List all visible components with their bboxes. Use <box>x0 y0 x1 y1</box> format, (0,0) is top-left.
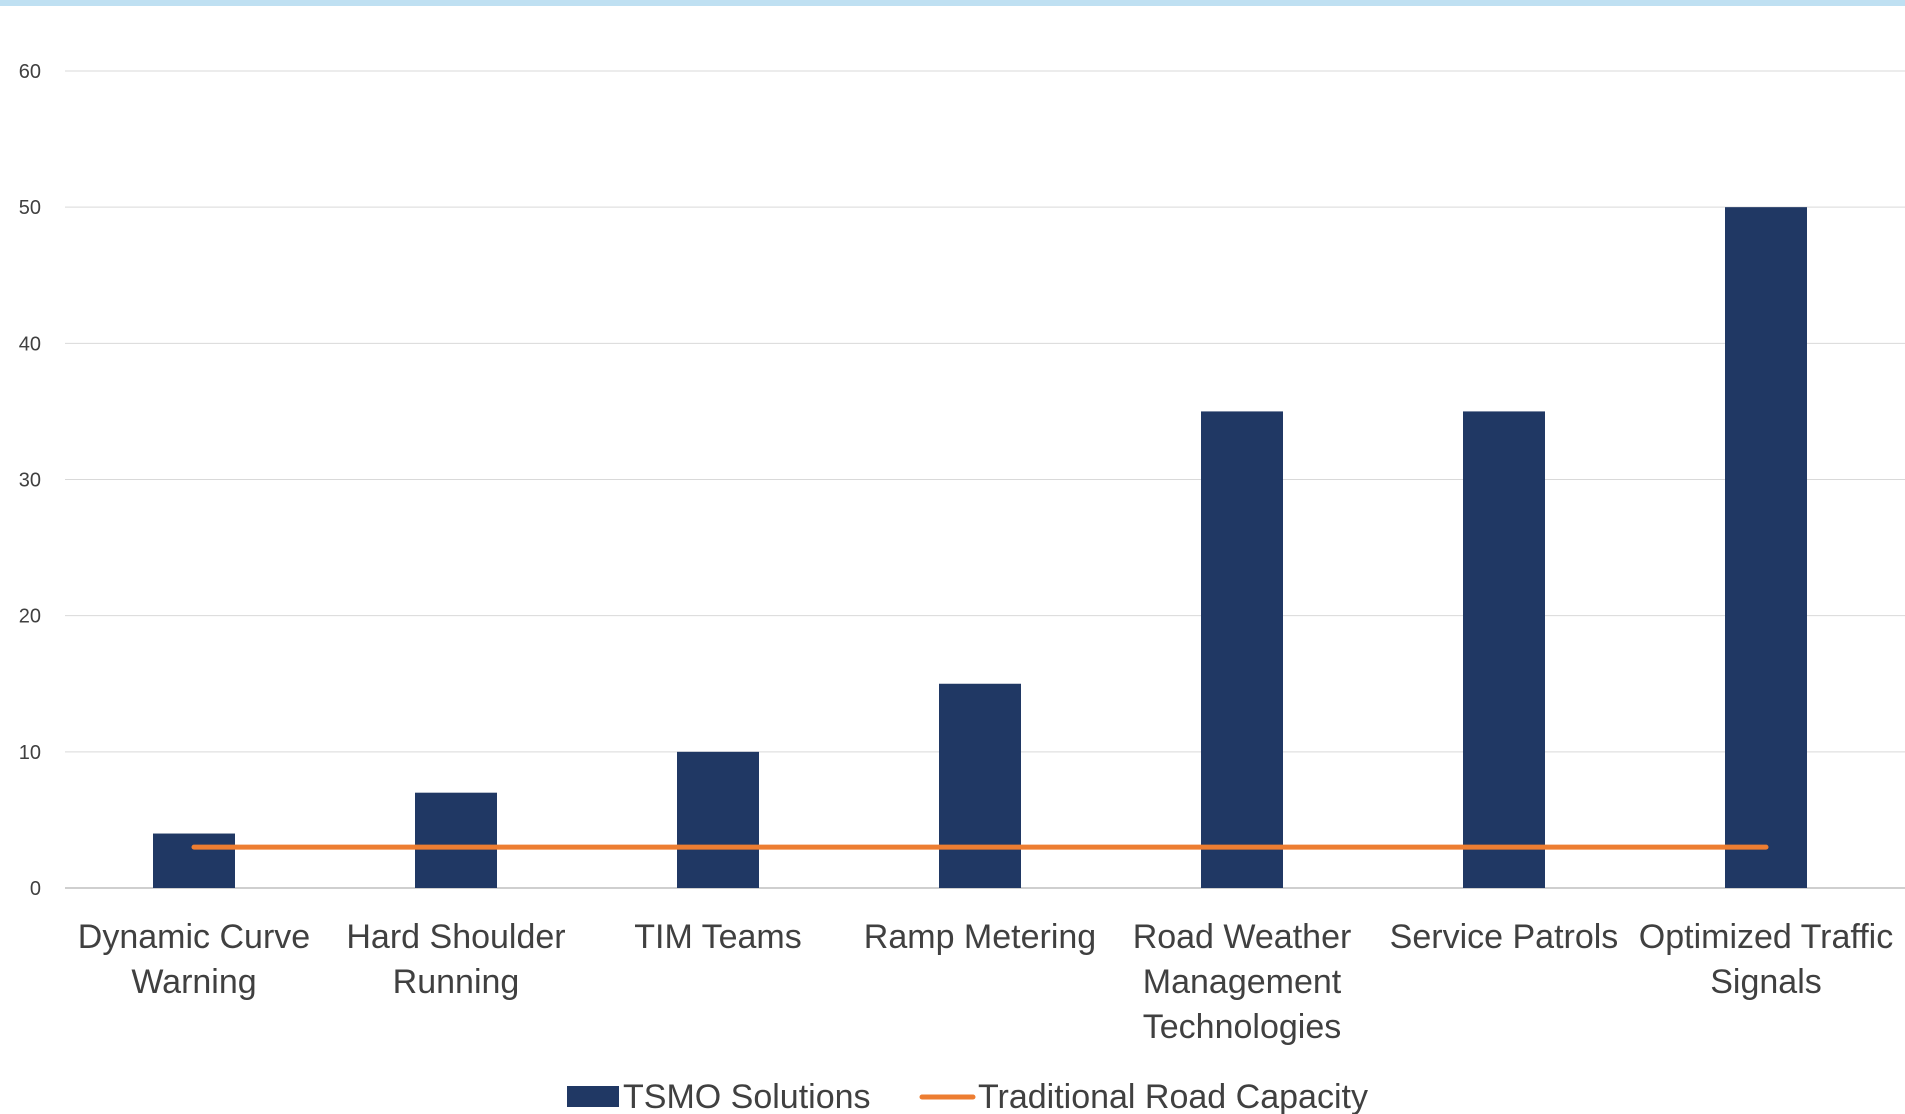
y-tick-label: 40 <box>19 333 41 355</box>
y-axis-ticks: 0 10 20 30 40 50 60 <box>19 61 41 900</box>
legend: TSMO Solutions Traditional Road Capacity <box>567 1078 1368 1114</box>
y-tick-label: 50 <box>19 197 41 219</box>
bar <box>1463 411 1545 888</box>
x-tick-label: TIM Teams <box>634 918 802 956</box>
x-tick-label: Road Weather Management Technologies <box>1133 918 1352 1046</box>
x-tick-label: Ramp Metering <box>864 918 1096 956</box>
bar <box>153 833 235 888</box>
x-axis-categories: Dynamic Curve Warning Hard Shoulder Running… <box>78 918 1893 1046</box>
y-tick-label: 60 <box>19 61 41 83</box>
y-tick-label: 30 <box>19 470 41 492</box>
x-tick-label: Hard Shoulder Running <box>346 918 565 1001</box>
bar <box>415 792 497 888</box>
x-tick-label: Optimized Traffic Signals <box>1639 918 1893 1001</box>
x-tick-label: Dynamic Curve Warning <box>78 918 310 1001</box>
legend-label-tsmo: TSMO Solutions <box>623 1078 871 1114</box>
top-accent-bar <box>0 0 1905 6</box>
bar <box>939 683 1021 888</box>
legend-label-traditional: Traditional Road Capacity <box>978 1078 1368 1114</box>
y-tick-label: 0 <box>30 878 41 900</box>
bar <box>1725 207 1807 888</box>
bar <box>1201 411 1283 888</box>
bar-series-tsmo <box>153 207 1807 888</box>
x-tick-label: Service Patrols <box>1390 918 1619 956</box>
bar <box>677 751 759 888</box>
legend-swatch-tsmo <box>567 1086 619 1107</box>
y-tick-label: 20 <box>19 606 41 628</box>
y-tick-label: 10 <box>19 742 41 764</box>
